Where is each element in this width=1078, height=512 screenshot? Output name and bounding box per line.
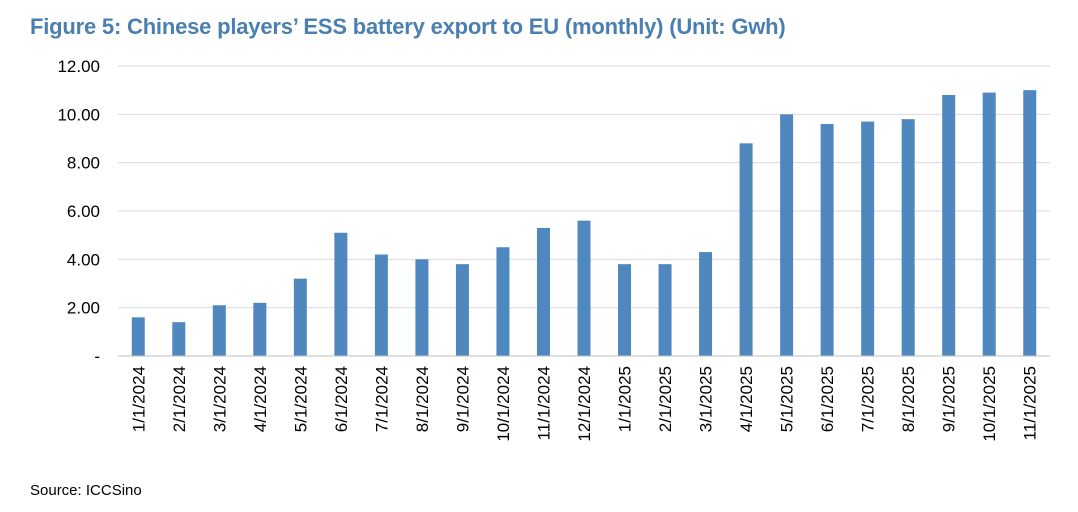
bar xyxy=(577,220,591,356)
y-tick-label: - xyxy=(94,347,100,366)
x-tick-label: 1/1/2025 xyxy=(616,366,635,432)
x-tick-label: 8/1/2024 xyxy=(413,366,432,432)
bar xyxy=(496,247,510,356)
bar xyxy=(172,322,186,356)
bars xyxy=(131,90,1037,357)
x-tick-label: 9/1/2025 xyxy=(940,366,959,432)
bar xyxy=(739,143,753,356)
bar xyxy=(780,114,794,356)
source-note: Source: ICCSino xyxy=(30,482,142,499)
bar xyxy=(942,95,956,356)
x-tick-label: 1/1/2024 xyxy=(129,366,148,432)
x-tick-label: 10/1/2024 xyxy=(494,366,513,442)
x-tick-label: 2/1/2024 xyxy=(170,366,189,432)
bar xyxy=(861,121,875,356)
x-axis-ticks: 1/1/2024 2/1/2024 3/1/2024 4/1/2024 5/1/2024… xyxy=(129,366,1039,442)
x-tick-label: 8/1/2025 xyxy=(899,366,918,432)
y-tick-label: 10.00 xyxy=(57,105,100,124)
bar xyxy=(293,278,307,356)
x-tick-label: 6/1/2024 xyxy=(332,366,351,432)
x-tick-label: 11/1/2025 xyxy=(1021,366,1040,440)
x-tick-label: 10/1/2025 xyxy=(980,366,999,442)
x-tick-label: 2/1/2025 xyxy=(656,366,675,432)
bar xyxy=(374,254,388,356)
bar xyxy=(901,119,915,357)
bar xyxy=(253,302,267,356)
bar xyxy=(334,232,348,356)
x-tick-label: 5/1/2024 xyxy=(291,366,310,432)
y-tick-label: 6.00 xyxy=(67,202,100,221)
bar xyxy=(618,264,632,356)
y-tick-label: 12.00 xyxy=(57,57,100,76)
bar xyxy=(212,305,226,356)
x-tick-label: 7/1/2025 xyxy=(859,366,878,432)
x-tick-label: 7/1/2024 xyxy=(372,366,391,432)
y-axis-ticks: - 2.00 4.00 6.00 8.00 10.00 12.00 xyxy=(57,57,100,366)
x-tick-label: 12/1/2024 xyxy=(575,366,594,442)
bar xyxy=(1023,90,1037,357)
chart-title: Figure 5: Chinese players’ ESS battery e… xyxy=(30,14,786,39)
x-tick-label: 4/1/2024 xyxy=(251,366,270,432)
y-tick-label: 8.00 xyxy=(67,154,100,173)
bar xyxy=(455,264,469,356)
bar xyxy=(415,259,429,356)
y-tick-label: 2.00 xyxy=(67,299,100,318)
bar xyxy=(658,264,672,356)
bar xyxy=(699,252,713,356)
x-tick-label: 3/1/2025 xyxy=(697,366,716,432)
x-tick-label: 4/1/2025 xyxy=(737,366,756,432)
y-tick-label: 4.00 xyxy=(67,250,100,269)
x-tick-label: 6/1/2025 xyxy=(818,366,837,432)
bar xyxy=(536,227,550,356)
x-tick-label: 5/1/2025 xyxy=(778,366,797,432)
x-tick-label: 11/1/2024 xyxy=(534,366,553,440)
bar xyxy=(820,124,834,356)
x-tick-label: 3/1/2024 xyxy=(210,366,229,432)
bar xyxy=(982,92,996,356)
x-tick-label: 9/1/2024 xyxy=(453,366,472,432)
bar xyxy=(131,317,145,356)
